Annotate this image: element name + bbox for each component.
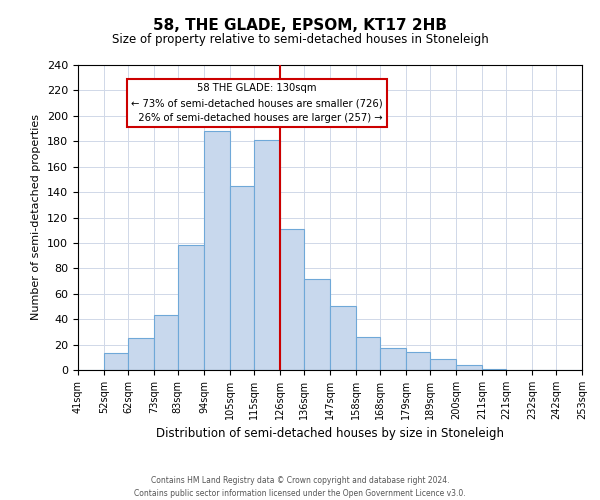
Bar: [128, 338, 154, 370]
Bar: [230, 186, 254, 370]
Bar: [456, 365, 482, 370]
Y-axis label: Number of semi-detached properties: Number of semi-detached properties: [31, 114, 41, 320]
Bar: [154, 316, 178, 370]
Bar: [430, 358, 456, 370]
Text: Contains HM Land Registry data © Crown copyright and database right 2024.
Contai: Contains HM Land Registry data © Crown c…: [134, 476, 466, 498]
Bar: [380, 348, 406, 370]
Bar: [330, 306, 356, 370]
X-axis label: Distribution of semi-detached houses by size in Stoneleigh: Distribution of semi-detached houses by …: [156, 428, 504, 440]
Text: Size of property relative to semi-detached houses in Stoneleigh: Size of property relative to semi-detach…: [112, 32, 488, 46]
Bar: [254, 140, 280, 370]
Text: 58 THE GLADE: 130sqm
← 73% of semi-detached houses are smaller (726)
  26% of se: 58 THE GLADE: 130sqm ← 73% of semi-detac…: [131, 84, 383, 123]
Text: 58, THE GLADE, EPSOM, KT17 2HB: 58, THE GLADE, EPSOM, KT17 2HB: [153, 18, 447, 32]
Bar: [356, 337, 380, 370]
Bar: [406, 352, 430, 370]
Bar: [482, 368, 506, 370]
Bar: [304, 278, 330, 370]
Bar: [178, 246, 204, 370]
Bar: [204, 131, 230, 370]
Bar: [104, 354, 128, 370]
Bar: [280, 229, 304, 370]
Bar: [582, 368, 600, 370]
